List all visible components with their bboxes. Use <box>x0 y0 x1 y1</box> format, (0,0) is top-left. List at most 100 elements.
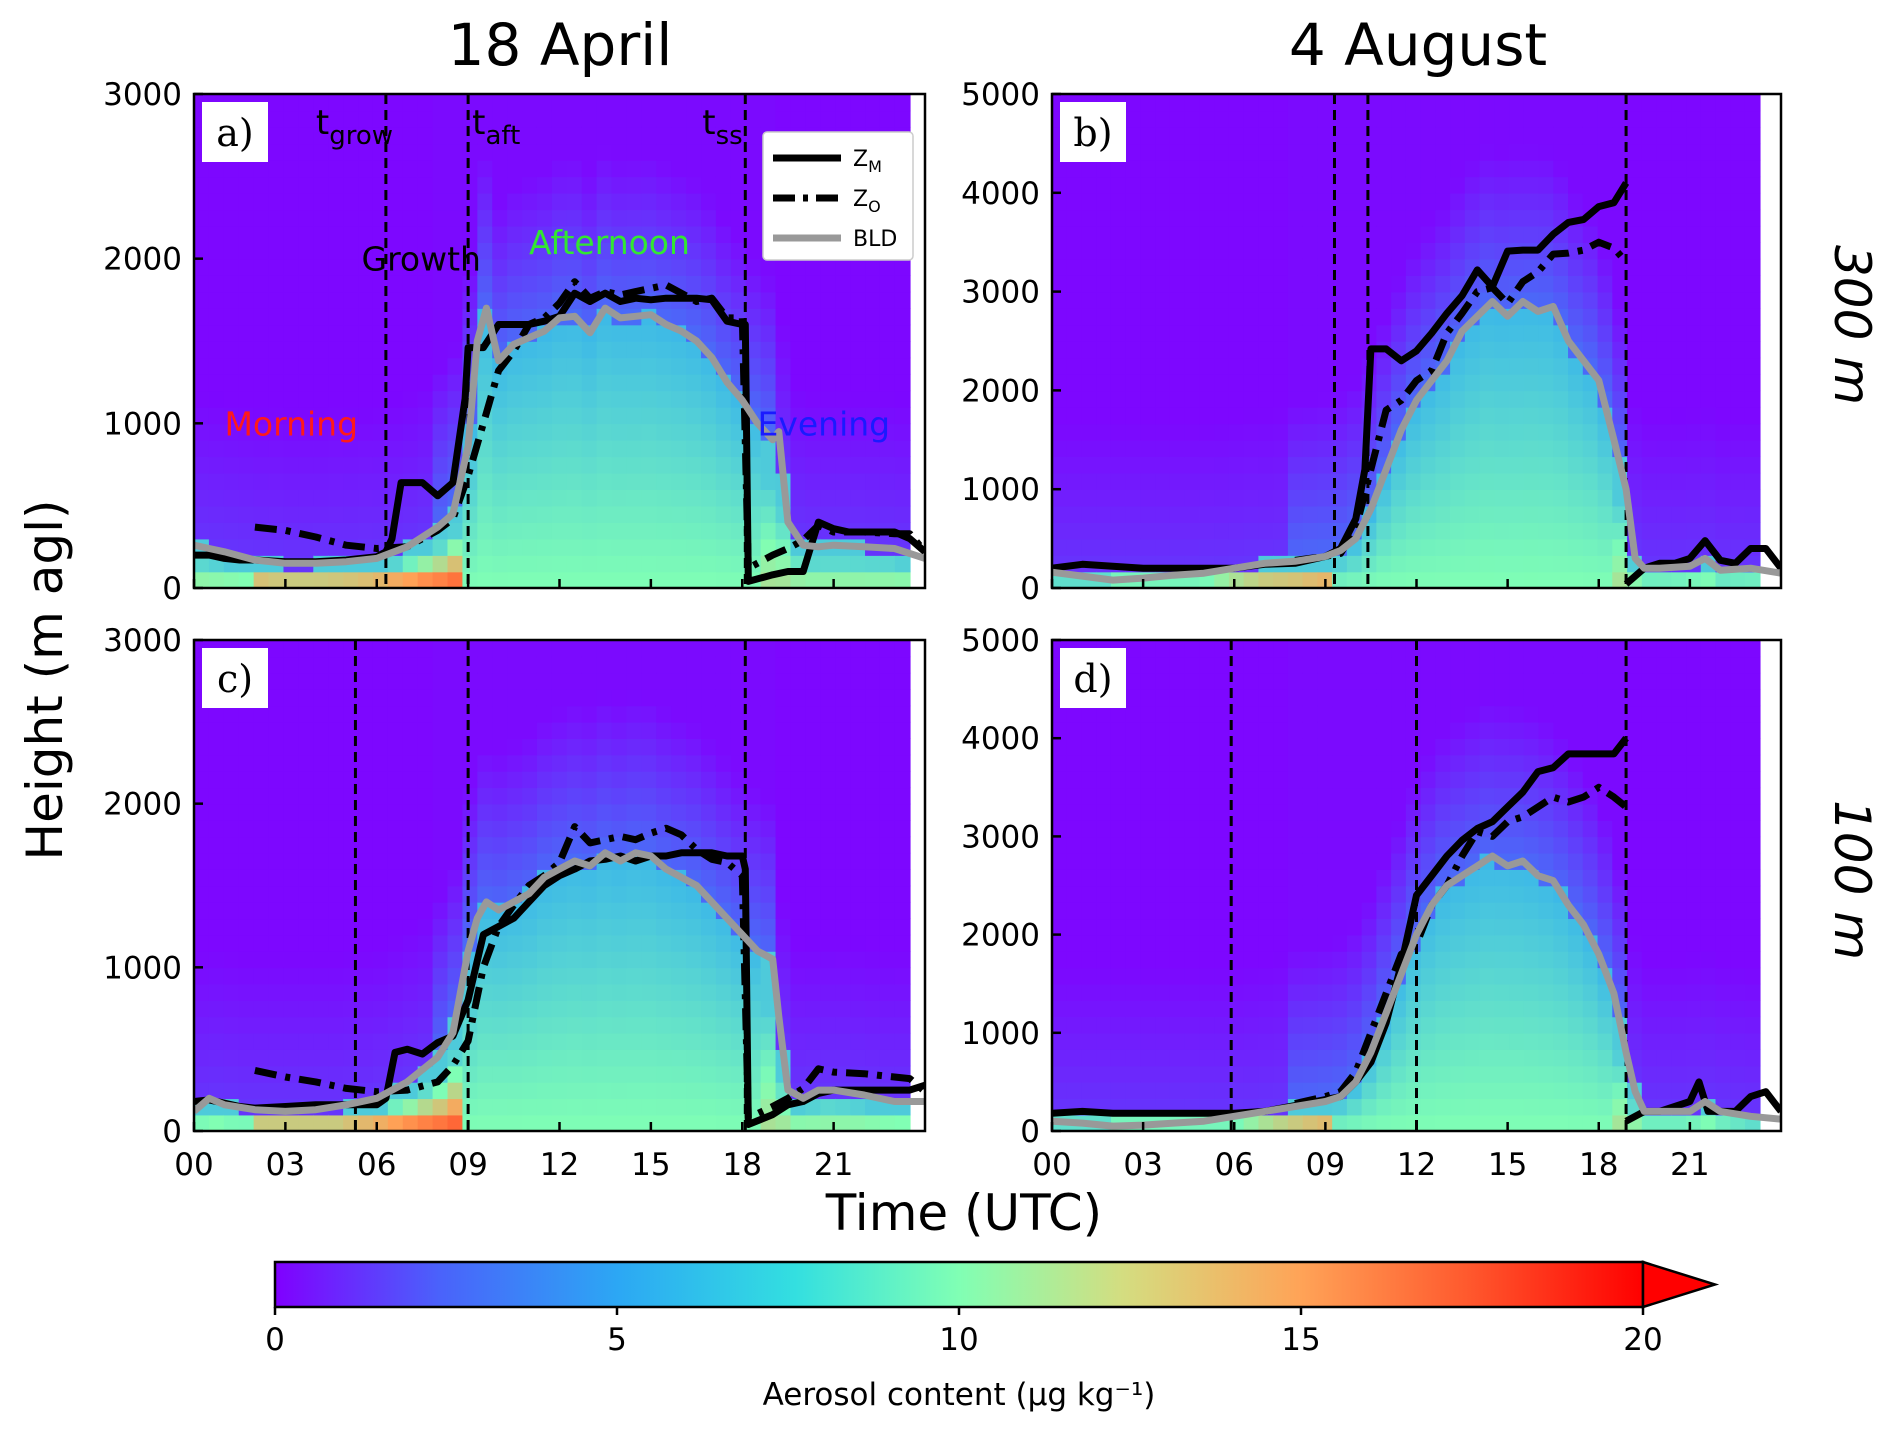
heatmap-cell <box>1199 176 1215 194</box>
heatmap-cell <box>536 1000 553 1018</box>
heatmap-cell <box>894 950 911 969</box>
heatmap-cell <box>432 258 449 276</box>
heatmap-cell <box>492 820 508 838</box>
heatmap-cell <box>358 489 374 507</box>
heatmap-cell <box>581 918 598 936</box>
heatmap-cell <box>1553 505 1569 523</box>
heatmap-cell <box>671 803 687 821</box>
heatmap-cell <box>775 918 792 936</box>
heatmap-cell <box>1464 373 1481 392</box>
heatmap-cell <box>387 885 404 903</box>
heatmap-cell <box>1052 308 1068 326</box>
heatmap-cell <box>283 950 300 969</box>
heatmap-cell <box>820 1065 837 1083</box>
heatmap-cell <box>1641 406 1658 425</box>
heatmap-cell <box>701 505 717 523</box>
heatmap-cell <box>343 209 359 227</box>
heatmap-cell <box>447 672 464 690</box>
heatmap-cell <box>611 522 628 540</box>
heatmap-cell <box>1140 656 1157 674</box>
heatmap-cell <box>223 1016 240 1034</box>
heatmap-cell <box>1597 159 1614 178</box>
heatmap-cell <box>238 770 255 789</box>
heatmap-cell <box>865 1000 881 1018</box>
heatmap-cell <box>283 472 300 490</box>
heatmap-cell <box>283 538 300 556</box>
heatmap-cell <box>536 505 553 523</box>
heatmap-cell <box>358 94 374 112</box>
heatmap-cell <box>1568 522 1584 540</box>
heatmap-cell <box>1287 143 1304 161</box>
heatmap-cell <box>1287 1049 1304 1067</box>
heatmap-cell <box>1494 324 1510 342</box>
heatmap-cell <box>701 1000 717 1018</box>
heatmap-cell <box>1686 110 1702 128</box>
heatmap-cell <box>1479 538 1496 556</box>
heatmap-cell <box>1066 754 1083 772</box>
heatmap-cell <box>1287 489 1304 507</box>
heatmap-cell <box>835 934 851 952</box>
heatmap-cell <box>1597 291 1614 309</box>
heatmap-cell <box>238 308 255 326</box>
heatmap-cell <box>566 225 583 243</box>
heatmap-cell <box>1287 373 1304 392</box>
heatmap-cell <box>492 176 508 194</box>
heatmap-cell <box>879 439 896 458</box>
heatmap-cell <box>581 950 598 969</box>
heatmap-cell <box>686 406 702 425</box>
heatmap-cell <box>253 950 270 969</box>
heatmap-cell <box>283 258 300 276</box>
heatmap-cell <box>1140 787 1157 805</box>
heatmap-cell <box>790 754 807 772</box>
heatmap-cell <box>536 472 553 490</box>
heatmap-cell <box>268 1114 285 1131</box>
heatmap-cell <box>1258 324 1274 342</box>
heatmap-cell <box>268 324 285 342</box>
heatmap-cell <box>402 390 419 408</box>
heatmap-cell <box>1243 721 1260 739</box>
heatmap-cell <box>1686 176 1702 194</box>
heatmap-cell <box>1582 505 1599 523</box>
heatmap-cell <box>238 934 255 952</box>
heatmap-cell <box>194 357 210 375</box>
heatmap-cell <box>1391 110 1407 128</box>
heatmap-cell <box>1405 94 1422 112</box>
heatmap-cell <box>238 820 255 838</box>
heatmap-cell <box>522 423 538 441</box>
heatmap-cell <box>1376 538 1392 556</box>
heatmap-cell <box>1612 357 1628 375</box>
heatmap-cell <box>507 1114 523 1131</box>
heatmap-cell <box>402 705 419 723</box>
heatmap-cell <box>790 1049 807 1067</box>
heatmap-cell <box>745 143 762 161</box>
heatmap-cell <box>1509 94 1525 112</box>
heatmap-cell <box>313 754 330 772</box>
heatmap-cell <box>805 721 822 739</box>
heatmap-cell <box>671 1000 687 1018</box>
heatmap-cell <box>223 192 240 211</box>
heatmap-cell <box>865 571 881 588</box>
heatmap-cell <box>358 373 374 392</box>
heatmap-cell <box>581 754 598 772</box>
heatmap-cell <box>1317 423 1333 441</box>
heatmap-cell <box>298 869 315 887</box>
heatmap-cell <box>626 373 643 392</box>
heatmap-cell <box>1096 721 1112 739</box>
heatmap-cell <box>686 209 702 227</box>
heatmap-cell <box>551 472 568 490</box>
heatmap-cell <box>1730 225 1746 243</box>
heatmap-cell <box>1715 110 1732 128</box>
heatmap-cell <box>1214 538 1230 556</box>
heatmap-cell <box>1066 209 1083 227</box>
heatmap-cell <box>1243 656 1260 674</box>
heatmap-cell <box>566 439 583 458</box>
heatmap-cell <box>1184 721 1201 739</box>
heatmap-cell <box>566 1114 583 1131</box>
heatmap-cell <box>283 373 300 392</box>
heatmap-cell <box>760 505 777 523</box>
heatmap-cell <box>596 472 613 490</box>
heatmap-cell <box>626 143 643 161</box>
heatmap-cell <box>1391 242 1407 260</box>
heatmap-cell <box>1273 852 1289 870</box>
heatmap-cell <box>1523 439 1540 458</box>
